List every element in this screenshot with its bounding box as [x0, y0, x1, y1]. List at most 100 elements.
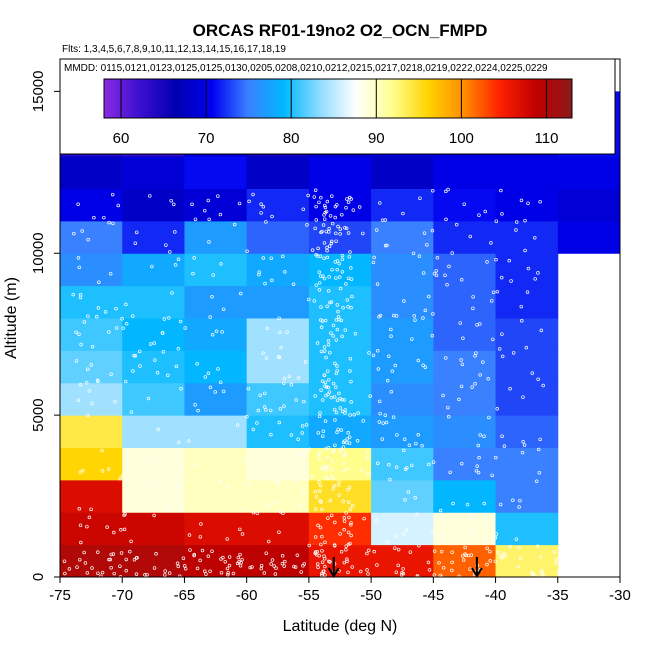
sample-point	[145, 487, 150, 491]
heatmap-cell	[371, 512, 434, 546]
sample-point	[478, 433, 482, 437]
sample-point	[509, 279, 513, 283]
heatmap-cell	[184, 415, 248, 448]
sample-point	[187, 533, 192, 537]
sample-point	[331, 334, 335, 338]
sample-point	[183, 326, 187, 330]
sample-point	[304, 448, 309, 453]
sample-point	[296, 437, 300, 442]
sample-point	[347, 485, 352, 489]
sample-point	[516, 564, 521, 569]
heatmap-cell	[495, 253, 559, 287]
sample-point	[346, 542, 351, 547]
sample-point	[145, 572, 149, 577]
sample-point	[63, 571, 67, 576]
sample-point	[137, 349, 142, 354]
heatmap-cell	[433, 318, 497, 351]
sample-point	[95, 314, 99, 319]
sample-point	[320, 434, 325, 438]
sample-point	[561, 554, 565, 559]
sample-point	[293, 565, 298, 569]
sample-point	[100, 448, 104, 453]
heatmap-cell	[246, 253, 310, 287]
sample-point	[277, 316, 281, 321]
heatmap-cell	[495, 188, 559, 222]
sample-point	[75, 565, 79, 569]
sample-point	[368, 394, 373, 398]
sample-point	[507, 258, 511, 263]
sample-point	[313, 226, 317, 231]
sample-point	[520, 450, 525, 455]
sample-point	[339, 318, 344, 323]
sample-point	[78, 295, 83, 300]
sample-point	[255, 421, 259, 425]
arrow-head	[471, 567, 483, 578]
sample-point	[465, 502, 470, 507]
sample-point	[67, 567, 72, 571]
sample-point	[530, 371, 535, 375]
sample-point	[471, 295, 475, 299]
sample-point	[405, 466, 409, 470]
heatmap-cell	[433, 479, 497, 513]
heatmap-cell	[246, 544, 310, 578]
heatmap-cell	[371, 318, 434, 351]
sample-point	[277, 420, 282, 425]
sample-point	[323, 217, 327, 221]
sample-point	[329, 513, 334, 518]
sample-point	[500, 332, 504, 336]
sample-point	[341, 468, 346, 473]
sample-point	[432, 549, 437, 553]
sample-point	[468, 234, 473, 239]
sample-point	[312, 299, 317, 303]
sample-point	[444, 356, 448, 360]
sample-point	[198, 535, 203, 539]
sample-point	[302, 399, 306, 404]
sample-point	[322, 203, 327, 208]
sample-point	[236, 555, 241, 560]
sample-point	[487, 415, 491, 420]
sample-point	[474, 468, 479, 473]
sample-point	[74, 330, 78, 335]
sample-point	[203, 208, 207, 213]
heatmap-cell	[246, 415, 310, 448]
sample-point	[178, 574, 182, 579]
sample-point	[330, 194, 334, 198]
sample-point	[262, 405, 267, 409]
sample-point	[335, 327, 340, 332]
sample-point	[365, 451, 370, 455]
sample-point	[346, 487, 350, 492]
sample-point	[321, 429, 326, 434]
sample-point	[330, 267, 334, 272]
sample-point	[346, 231, 351, 235]
sample-point	[218, 380, 223, 385]
sample-point	[494, 219, 499, 223]
heatmap-cell	[184, 350, 248, 384]
sample-point	[118, 564, 122, 568]
sample-point	[351, 208, 356, 212]
sample-point	[476, 470, 481, 475]
sample-point	[270, 278, 274, 283]
sample-point	[274, 566, 278, 570]
sample-point	[499, 275, 504, 280]
heatmap-cell	[246, 512, 310, 546]
sample-point	[394, 570, 399, 574]
sample-point	[489, 241, 493, 245]
sample-point	[387, 462, 391, 467]
sample-point	[500, 434, 504, 439]
sample-point	[394, 465, 399, 469]
heatmap-cell	[308, 156, 372, 189]
sample-point	[120, 474, 125, 478]
sample-point	[337, 479, 341, 483]
sample-point	[485, 260, 489, 264]
sample-point	[281, 381, 286, 385]
sample-point	[133, 241, 138, 245]
sample-point	[200, 548, 205, 553]
sample-point	[114, 326, 119, 330]
sample-point	[318, 483, 323, 488]
sample-point	[129, 410, 134, 414]
sample-point	[345, 559, 349, 563]
sample-point	[295, 553, 300, 557]
sample-point	[438, 508, 443, 513]
sample-point	[111, 552, 116, 556]
heatmap-cell	[122, 253, 185, 287]
